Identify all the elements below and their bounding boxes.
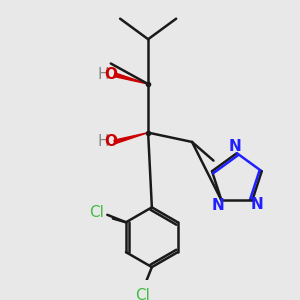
Text: N: N (250, 197, 263, 212)
Polygon shape (114, 133, 148, 144)
Text: N: N (229, 139, 242, 154)
Text: O: O (104, 67, 117, 82)
Text: Cl: Cl (135, 288, 150, 300)
Text: O: O (104, 134, 117, 149)
Text: H: H (98, 134, 109, 149)
Text: Cl: Cl (89, 206, 104, 220)
Polygon shape (114, 73, 148, 84)
Text: N: N (212, 198, 224, 213)
Text: H: H (98, 67, 109, 82)
